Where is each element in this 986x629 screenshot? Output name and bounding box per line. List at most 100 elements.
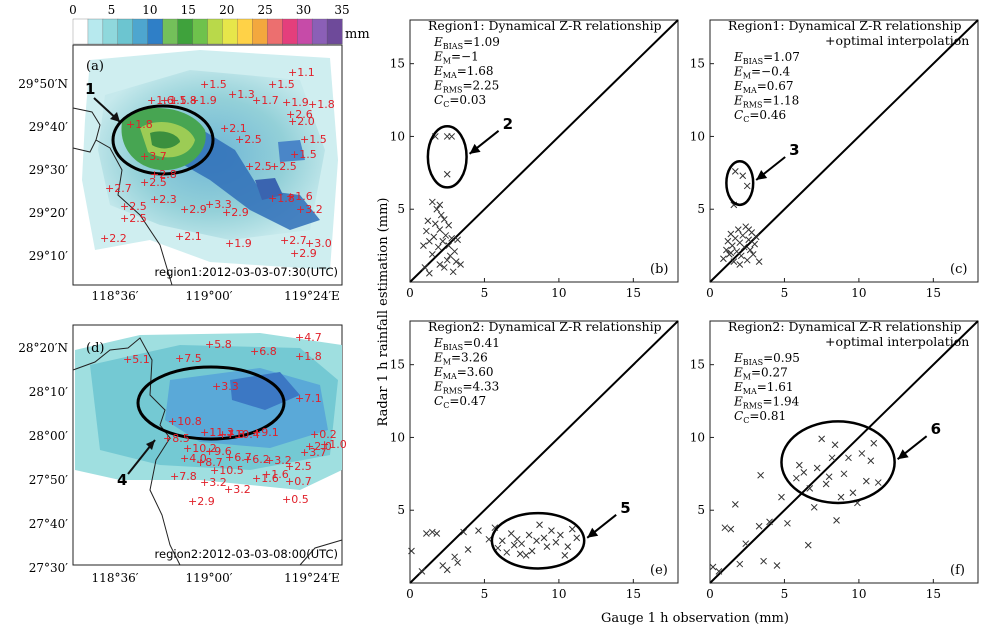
panel-title: Region1: Dynamical Z-R relationship bbox=[728, 18, 962, 33]
data-point bbox=[727, 525, 735, 533]
station-value: +1.6 bbox=[262, 468, 289, 481]
panel-title-line2: +optimal interpolation bbox=[825, 334, 969, 349]
data-point bbox=[561, 551, 569, 559]
station-value: +6.7 bbox=[225, 451, 252, 464]
data-point bbox=[460, 528, 467, 536]
x-tick-label: 0 bbox=[706, 286, 714, 300]
station-value: +2.5 bbox=[245, 160, 272, 173]
data-point bbox=[752, 233, 760, 241]
station-value: +1.9 bbox=[282, 96, 309, 109]
x-tick-label: 15 bbox=[926, 587, 941, 601]
boundary-line bbox=[72, 139, 97, 153]
boundary-line bbox=[299, 539, 343, 566]
panel-letter: (e) bbox=[650, 563, 668, 578]
data-point bbox=[831, 441, 839, 449]
latitude-label: 28°00′ bbox=[29, 429, 69, 443]
panel-label-d: (d) bbox=[86, 341, 104, 356]
callout-number: 3 bbox=[789, 141, 799, 159]
x-tick-label: 15 bbox=[926, 286, 941, 300]
highlight-ellipse bbox=[490, 511, 586, 570]
station-value: +1.6 bbox=[286, 190, 313, 203]
station-value: +7.8 bbox=[170, 470, 197, 483]
stat-line: EMA=1.61 bbox=[733, 380, 794, 396]
y-tick-label: 10 bbox=[690, 430, 705, 444]
station-value: +3.3 bbox=[212, 380, 239, 393]
station-value: +6.2 bbox=[243, 453, 270, 466]
station-value: +3.3 bbox=[205, 198, 232, 211]
colorbar-tick-label: 15 bbox=[181, 3, 196, 17]
y-tick-label: 5 bbox=[397, 503, 405, 517]
station-value: +11.3 bbox=[200, 426, 234, 439]
radar-map-region1: 29°50′N 29°40′ 29°30′ 29°20′ 29°10′ 118°36′ 1… bbox=[18, 44, 343, 303]
stat-line: CC=0.47 bbox=[434, 394, 486, 410]
station-value: +8.5 bbox=[163, 432, 190, 445]
data-point bbox=[755, 258, 763, 265]
station-value: +2.8 bbox=[150, 168, 177, 181]
x-tick-label: 10 bbox=[551, 286, 566, 300]
data-point bbox=[739, 232, 747, 239]
station-value: +1.1 bbox=[288, 66, 315, 79]
callout-number: 6 bbox=[931, 420, 941, 438]
y-tick-label: 5 bbox=[697, 503, 705, 517]
x-tick-label: 5 bbox=[481, 587, 489, 601]
data-point bbox=[784, 519, 791, 527]
y-tick-label: 15 bbox=[690, 358, 705, 372]
data-point bbox=[533, 537, 540, 545]
map-timestamp: region1:2012-03-03-07:30(UTC) bbox=[155, 265, 338, 279]
panel-title: Region2: Dynamical Z-R relationship bbox=[428, 319, 662, 334]
stat-line: ERMS=2.25 bbox=[433, 79, 499, 95]
longitude-label: 119°24′E bbox=[284, 289, 340, 303]
one-to-one-line bbox=[409, 320, 679, 584]
station-value: +1.7 bbox=[252, 94, 279, 107]
callout-number: 5 bbox=[620, 499, 630, 517]
plot-frame bbox=[409, 19, 679, 283]
data-point bbox=[709, 563, 717, 571]
data-point bbox=[503, 549, 511, 556]
data-point bbox=[845, 454, 852, 462]
station-value: +4.0 bbox=[180, 452, 207, 465]
station-value: +3.2 bbox=[200, 476, 227, 489]
rain-field bbox=[82, 50, 338, 270]
stat-line: CC=0.81 bbox=[734, 409, 786, 425]
station-value: +1.8 bbox=[308, 98, 335, 111]
data-point bbox=[822, 480, 830, 488]
stat-line: CC=0.03 bbox=[434, 93, 486, 109]
panel-label-a: (a) bbox=[86, 59, 104, 74]
stat-line: ERMS=1.94 bbox=[733, 395, 800, 411]
data-point bbox=[755, 522, 763, 530]
region2-callout: 4 bbox=[117, 471, 127, 489]
y-axis-title: Radar 1 h rainfall estimation (mm) bbox=[376, 197, 391, 426]
data-point bbox=[766, 518, 773, 526]
data-point bbox=[522, 551, 530, 559]
x-tick-label: 0 bbox=[406, 587, 414, 601]
colorbar-tick-label: 30 bbox=[296, 3, 311, 17]
y-tick-label: 5 bbox=[697, 202, 705, 216]
data-point bbox=[867, 457, 875, 465]
data-point bbox=[773, 562, 781, 569]
longitude-label: 118°36′ bbox=[92, 571, 139, 585]
data-point bbox=[445, 221, 453, 229]
data-point bbox=[745, 236, 753, 244]
data-point bbox=[420, 242, 427, 249]
data-point bbox=[564, 543, 572, 550]
data-point bbox=[442, 232, 450, 239]
station-value: +1.5 bbox=[160, 94, 187, 107]
stat-line: EM=0.27 bbox=[733, 366, 788, 382]
data-point bbox=[552, 538, 560, 546]
data-point bbox=[870, 439, 878, 447]
station-value: +2.5 bbox=[120, 212, 147, 225]
station-value: +10.2 bbox=[183, 442, 217, 455]
data-point bbox=[837, 493, 845, 501]
stat-line: EBIAS=1.07 bbox=[733, 50, 800, 66]
data-point bbox=[424, 217, 432, 225]
data-point bbox=[439, 237, 447, 245]
station-value: +10.4 bbox=[226, 428, 260, 441]
data-point bbox=[568, 525, 576, 533]
latitude-label: 27°50′ bbox=[29, 473, 69, 487]
colorbar-cell bbox=[326, 18, 343, 45]
data-point bbox=[540, 534, 548, 542]
data-point bbox=[745, 226, 753, 233]
data-point bbox=[548, 527, 555, 534]
callout-arrowhead bbox=[897, 449, 909, 460]
data-point bbox=[457, 261, 464, 268]
